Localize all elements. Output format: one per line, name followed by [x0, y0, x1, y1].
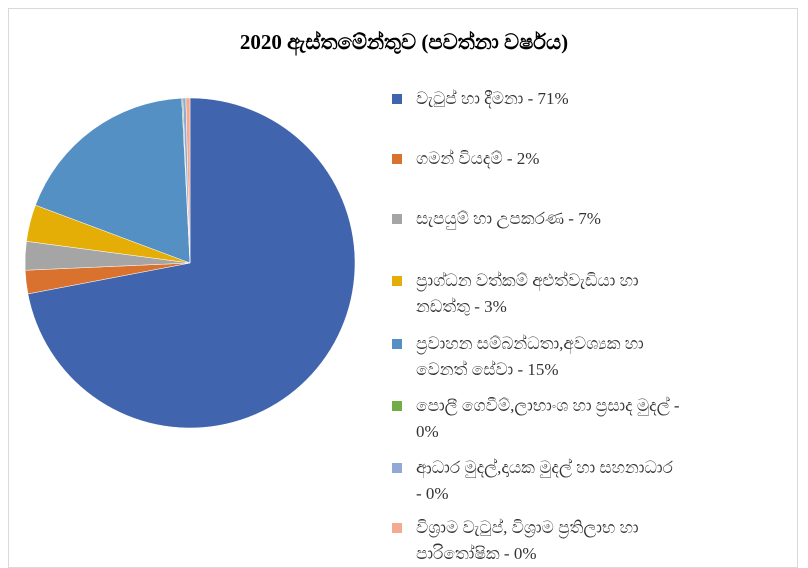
legend-label: විශ්‍රාම වැටුප්, විශ්‍රාම ප්‍රතිලාභ හා ප…	[416, 518, 639, 563]
legend-item: ආධාර මුදල්,දායක මුදල් හා සහනාධාර - 0%	[392, 455, 682, 507]
legend-swatch	[392, 523, 402, 533]
legend-swatch	[392, 401, 402, 411]
legend-swatch	[392, 276, 402, 286]
legend-item: සැපයුම් හා උපකරණ - 7%	[392, 206, 682, 232]
legend-label: පොලී ගෙවීම්,ලාභාංශ හා ප්‍රසාද මුදල් - 0%	[416, 396, 680, 441]
legend-swatch	[392, 339, 402, 349]
legend-label: ගමන් වියදම් - 2%	[416, 149, 540, 168]
legend-item: විශ්‍රාම වැටුප්, විශ්‍රාම ප්‍රතිලාභ හා ප…	[392, 515, 682, 567]
pie-slice	[27, 97, 356, 429]
legend-item: ප්‍රාග්ධන වත්කම් අළුත්වැඩියා හා නඩත්තු -…	[392, 268, 682, 320]
legend-swatch	[392, 94, 402, 104]
legend-swatch	[392, 214, 402, 224]
pie-slice	[35, 97, 191, 264]
legend-item: පොලී ගෙවීම්,ලාභාංශ හා ප්‍රසාද මුදල් - 0%	[392, 393, 682, 445]
legend-swatch	[392, 154, 402, 164]
legend-item: වැටුප් හා දීමනා - 71%	[392, 86, 682, 112]
legend-item: ගමන් වියදම් - 2%	[392, 146, 682, 172]
legend-label: වැටුප් හා දීමනා - 71%	[416, 89, 569, 108]
legend-label: සැපයුම් හා උපකරණ - 7%	[416, 209, 601, 228]
legend-item: ප්‍රවාහන සම්බන්ධතා,අවශ්‍යක හා වෙනත් සේවා…	[392, 331, 682, 383]
chart-title: 2020 ඇස්තමේන්තුව (පවත්නා වර්ෂය)	[239, 30, 569, 54]
legend-swatch	[392, 463, 402, 473]
pie-slice	[185, 97, 191, 264]
legend-label: ප්‍රවාහන සම්බන්ධතා,අවශ්‍යක හා වෙනත් සේවා…	[416, 334, 644, 379]
legend-label: ප්‍රාග්ධන වත්කම් අළුත්වැඩියා හා නඩත්තු -…	[416, 271, 639, 316]
legend-label: ආධාර මුදල්,දායක මුදල් හා සහනාධාර - 0%	[416, 458, 673, 503]
